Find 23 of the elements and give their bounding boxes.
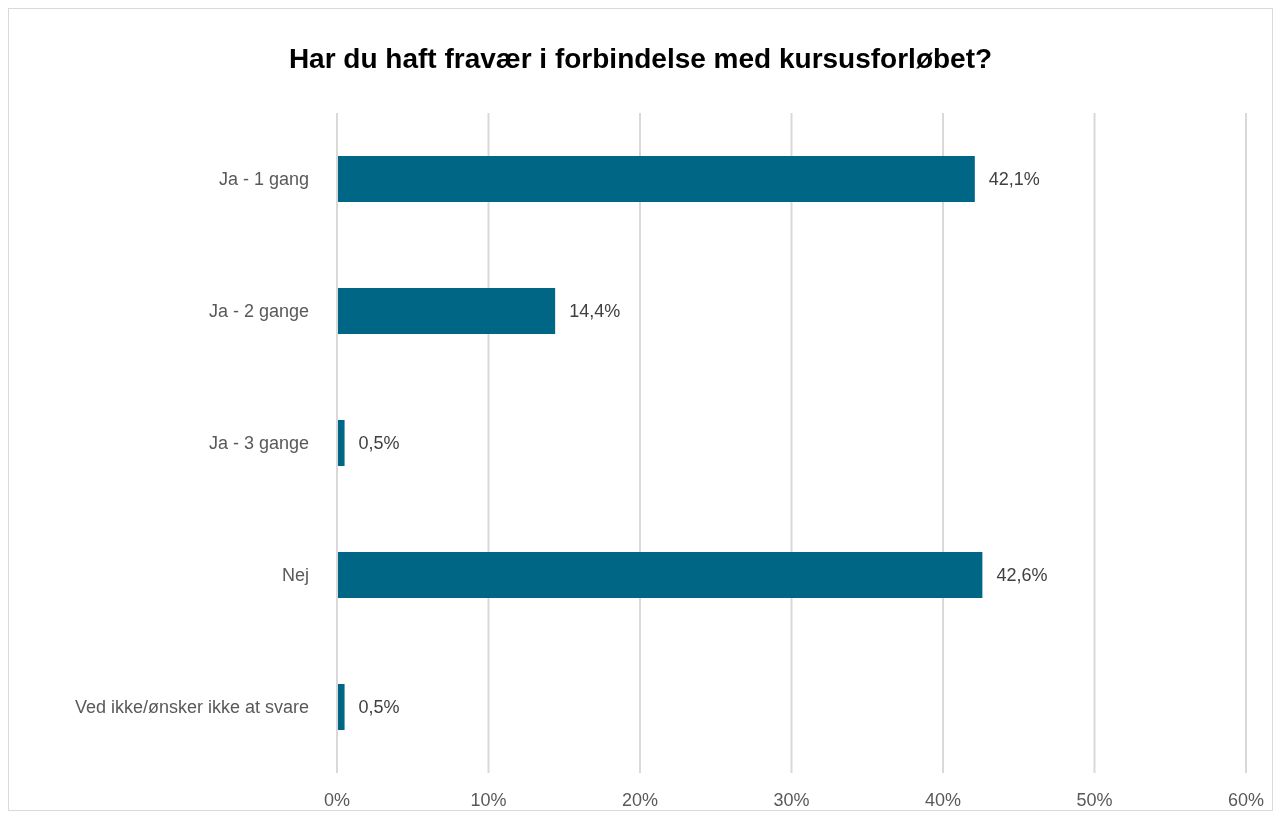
x-tick-label: 20% <box>621 789 659 810</box>
x-tick-label: 50% <box>1076 789 1113 810</box>
y-tick-label: Ja - 3 gange <box>208 433 309 454</box>
y-tick-label: Ja - 1 gang <box>218 169 309 190</box>
x-tick-label: 10% <box>470 789 507 810</box>
bar <box>337 288 556 334</box>
bar <box>337 420 345 466</box>
y-tick-label: Nej <box>281 565 309 586</box>
x-tick-label: 40% <box>924 789 962 810</box>
data-label: 0,5% <box>358 697 400 717</box>
bar <box>337 552 983 598</box>
x-tick-label: 0% <box>323 789 351 810</box>
data-label: 14,4% <box>569 301 621 321</box>
y-tick-label: Ja - 2 gange <box>208 301 309 322</box>
x-tick-label: 60% <box>1227 789 1265 810</box>
chart-title: Har du haft fravær i forbindelse med kursusforløbet? <box>287 42 994 76</box>
data-label: 42,1% <box>988 169 1040 189</box>
bar <box>337 156 975 202</box>
x-tick-label: 30% <box>773 789 810 810</box>
data-label: 42,6% <box>996 565 1048 585</box>
bar <box>337 684 345 730</box>
y-tick-label: Ved ikke/ønsker ikke at svare <box>74 697 309 718</box>
data-label: 0,5% <box>358 433 400 453</box>
